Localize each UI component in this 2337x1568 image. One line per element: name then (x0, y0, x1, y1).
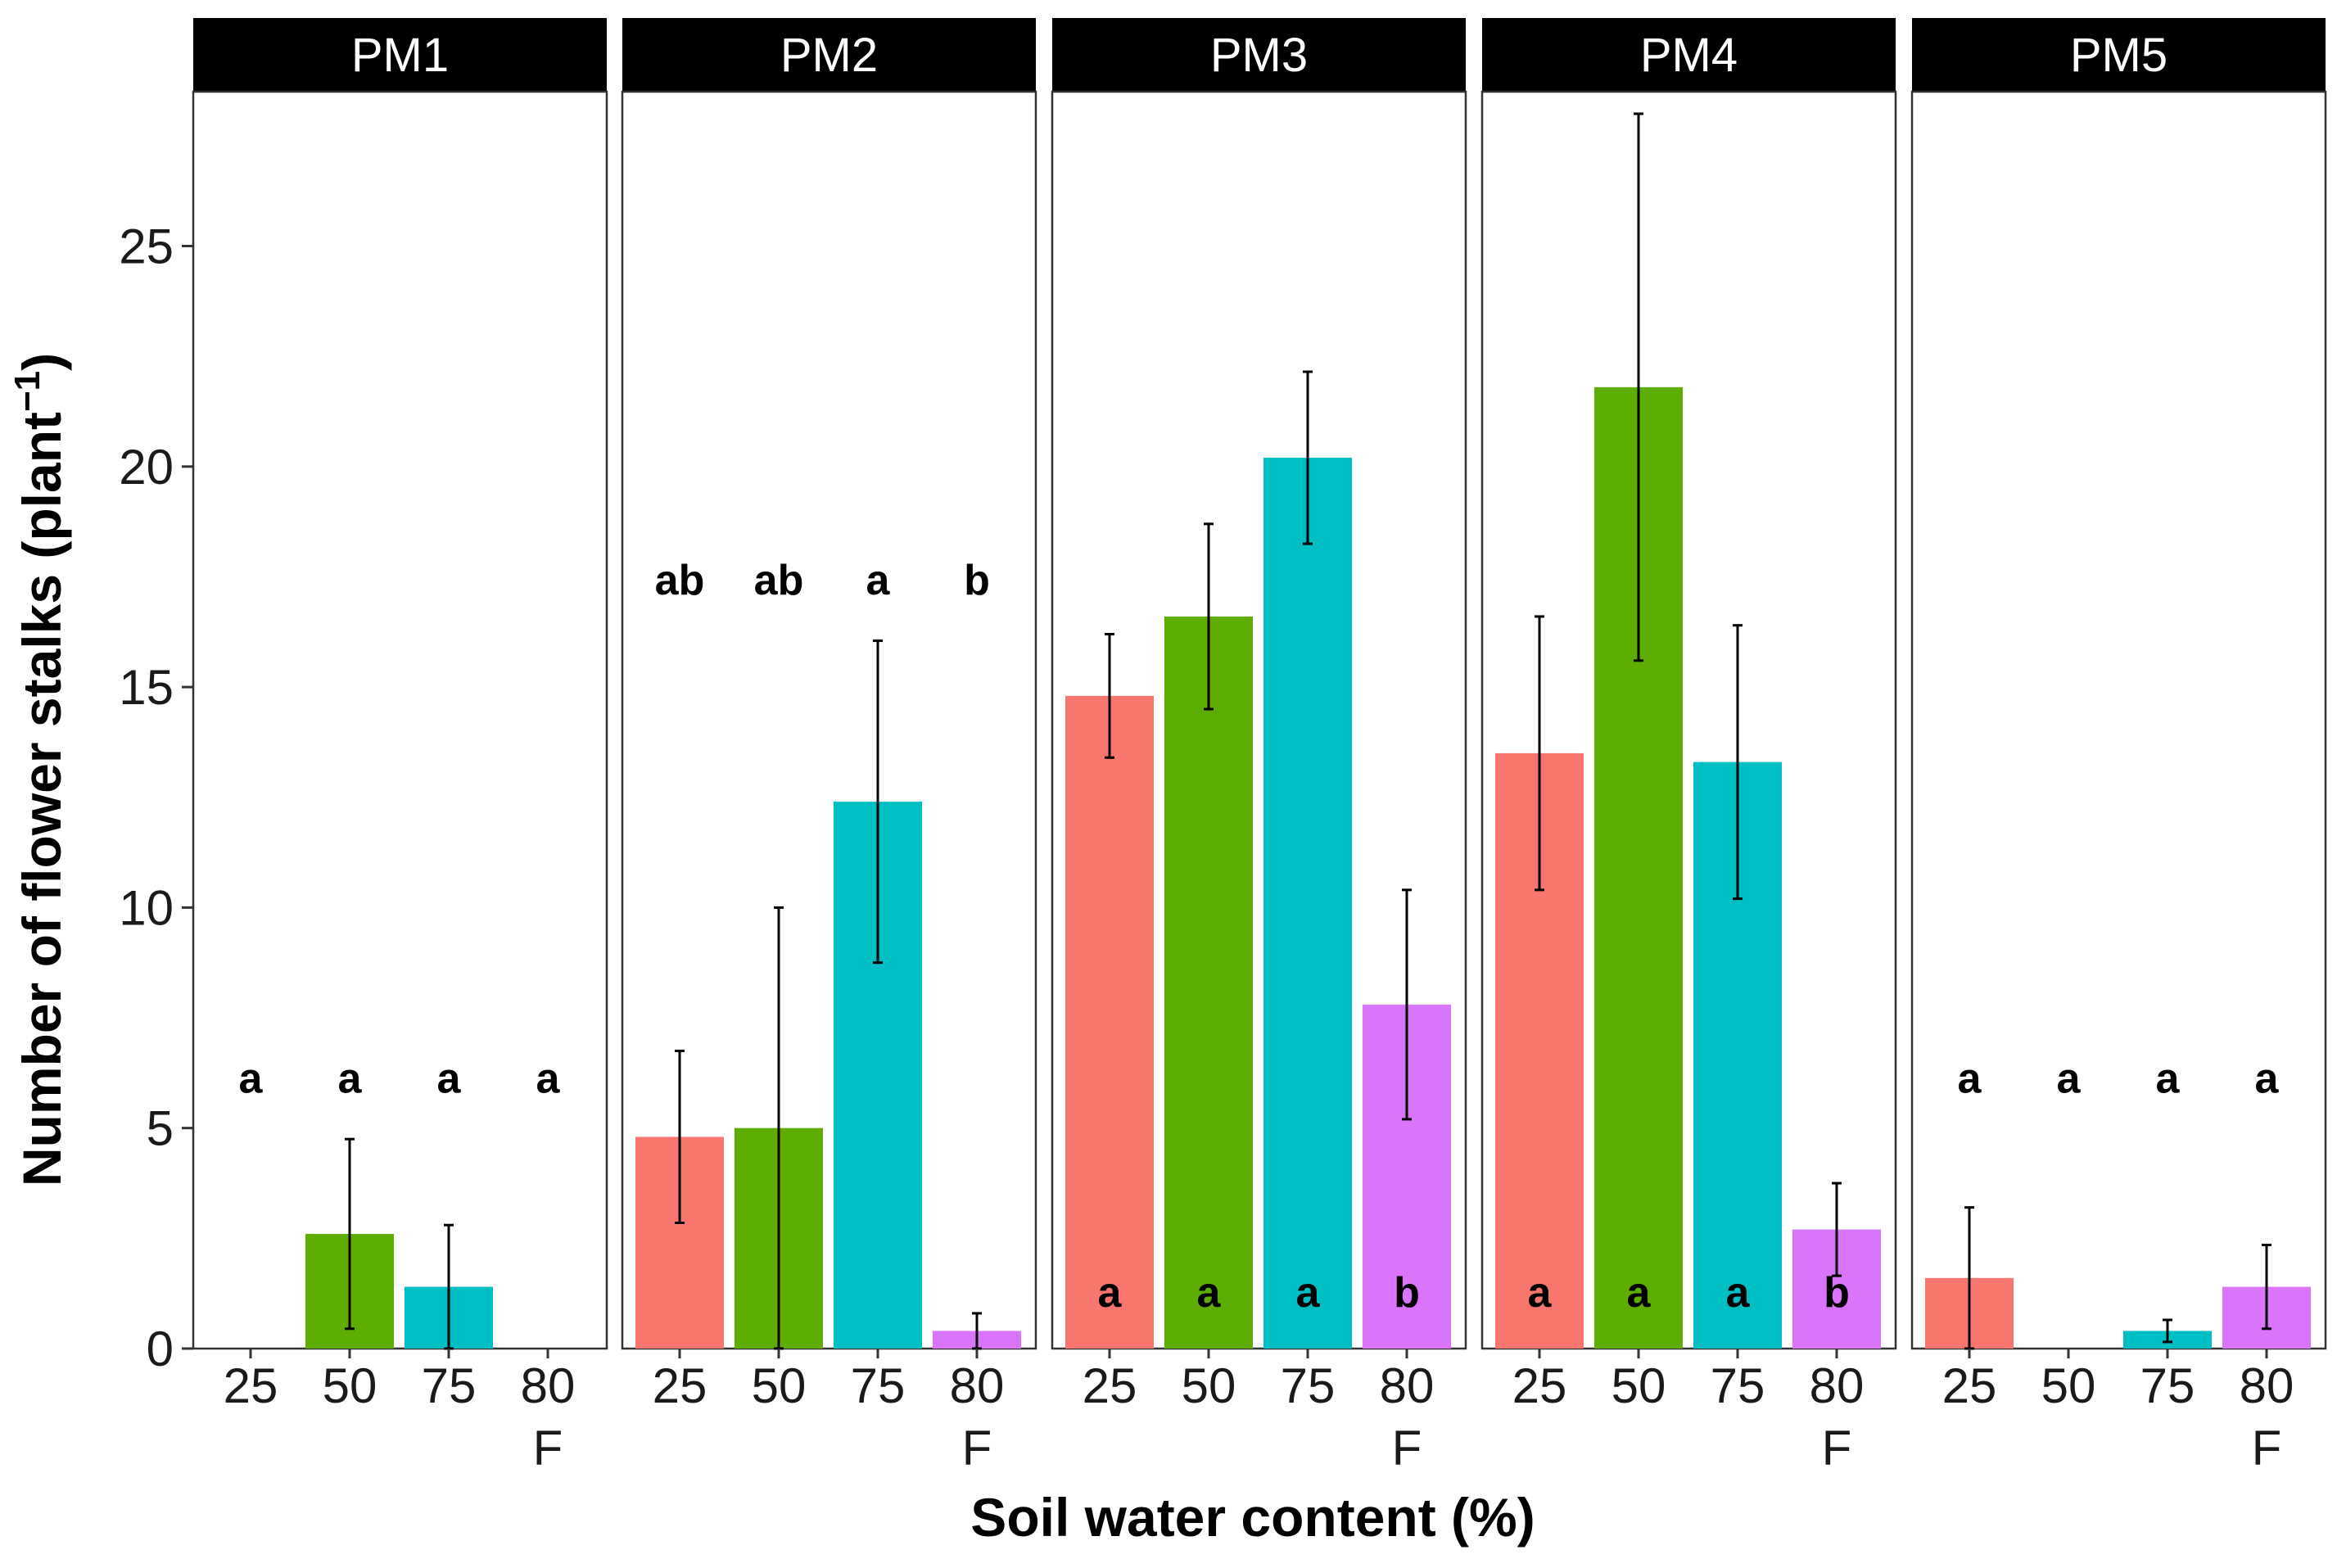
x-tick-sublabel: F (2252, 1421, 2282, 1475)
panel-strip-label: PM1 (351, 29, 449, 82)
y-axis: 0 5 10 15 20 25 (119, 219, 193, 1376)
y-axis-title-main: Number of flower stalks (plant (11, 412, 72, 1186)
panels-layer: PM1a25a50a75a80FPM2ab25ab50a75b80FPM3a25… (192, 18, 2327, 1475)
bar (1164, 616, 1253, 1349)
panel-strip (1912, 18, 2326, 92)
x-tick-label: 80 (521, 1358, 576, 1413)
x-tick-label: 50 (752, 1358, 807, 1413)
panel-strip-label: PM5 (2070, 29, 2167, 82)
x-tick-label: 25 (1083, 1358, 1137, 1413)
panel-strip (1482, 18, 1896, 92)
x-tick-label: 50 (323, 1358, 377, 1413)
significance-letter: ab (655, 557, 705, 604)
x-tick-sublabel: F (1392, 1421, 1422, 1475)
significance-letter: a (239, 1055, 264, 1103)
panel-border (1051, 90, 1467, 1350)
x-tick-label: 75 (1711, 1358, 1765, 1413)
panel-strip-label: PM4 (1640, 29, 1738, 82)
panel-border (621, 90, 1037, 1350)
significance-letter: a (1296, 1269, 1321, 1317)
significance-letter: ab (754, 557, 804, 604)
x-tick-sublabel: F (962, 1421, 992, 1475)
x-tick-label: 75 (851, 1358, 906, 1413)
significance-letter: b (1394, 1269, 1420, 1317)
y-tick-label: 0 (147, 1322, 174, 1376)
panel-border (192, 90, 608, 1350)
significance-letter: a (437, 1055, 462, 1103)
significance-letter: a (1197, 1269, 1222, 1317)
x-tick-label: 80 (950, 1358, 1005, 1413)
y-tick-label: 25 (119, 219, 174, 274)
y-tick-label: 15 (119, 660, 174, 715)
panel-strip (1052, 18, 1466, 92)
panel-pm2: PM2 ab 25 ab 50 a 75 b 80 F (621, 18, 1037, 1475)
significance-letter: a (1726, 1269, 1751, 1317)
panel-pm1: PM1 a 25 a 50 a 75 a 80 F (192, 18, 608, 1475)
panel-pm4: PM4 a 25 a 50 a 75 b 80 F (1480, 18, 1897, 1475)
x-tick-label: 25 (653, 1358, 707, 1413)
y-axis-title-superscript: −1 (7, 371, 47, 412)
y-axis-title-close: ) (11, 353, 72, 371)
significance-letter: a (1528, 1269, 1553, 1317)
significance-letter: a (536, 1055, 561, 1103)
panel-pm5: PM5 a 25 a 50 a 75 a 80 F (1910, 18, 2327, 1475)
panel-pm3: PM3 a 25 a 50 a 75 b 80 F (1051, 18, 1467, 1475)
x-tick-sublabel: F (533, 1421, 563, 1475)
panel-strip (193, 18, 607, 92)
y-tick-label: 5 (147, 1101, 174, 1156)
significance-letter: a (2255, 1055, 2280, 1103)
bar (1263, 458, 1352, 1349)
significance-letter: a (1098, 1269, 1123, 1317)
x-tick-label: 75 (422, 1358, 477, 1413)
x-tick-label: 25 (1512, 1358, 1567, 1413)
x-tick-label: 75 (2140, 1358, 2195, 1413)
x-tick-label: 50 (1182, 1358, 1236, 1413)
x-tick-label: 80 (2240, 1358, 2294, 1413)
significance-letter: a (1627, 1269, 1652, 1317)
x-tick-sublabel: F (1822, 1421, 1852, 1475)
panel-border (1910, 90, 2327, 1350)
panel-strip-label: PM2 (780, 29, 878, 82)
significance-letter: a (2156, 1055, 2181, 1103)
x-tick-label: 75 (1281, 1358, 1336, 1413)
panel-border (1480, 90, 1897, 1350)
x-tick-label: 80 (1380, 1358, 1435, 1413)
y-tick-label: 10 (119, 880, 174, 935)
significance-letter: b (1824, 1269, 1850, 1317)
significance-letter: a (866, 557, 891, 604)
panel-strip (622, 18, 1036, 92)
x-tick-label: 25 (1942, 1358, 1997, 1413)
y-tick-label: 20 (119, 440, 174, 495)
significance-letter: b (964, 557, 990, 604)
x-tick-label: 25 (224, 1358, 278, 1413)
significance-letter: a (338, 1055, 363, 1103)
x-axis-title: Soil water content (%) (970, 1487, 1535, 1548)
x-tick-label: 80 (1810, 1358, 1865, 1413)
x-tick-label: 50 (1611, 1358, 1666, 1413)
y-axis-title: Number of flower stalks (plant−1) (7, 353, 72, 1186)
x-tick-label: 50 (2041, 1358, 2096, 1413)
panel-strip-label: PM3 (1210, 29, 1308, 82)
bar (1065, 695, 1154, 1349)
significance-letter: a (2057, 1055, 2082, 1103)
significance-letter: a (1958, 1055, 1982, 1103)
